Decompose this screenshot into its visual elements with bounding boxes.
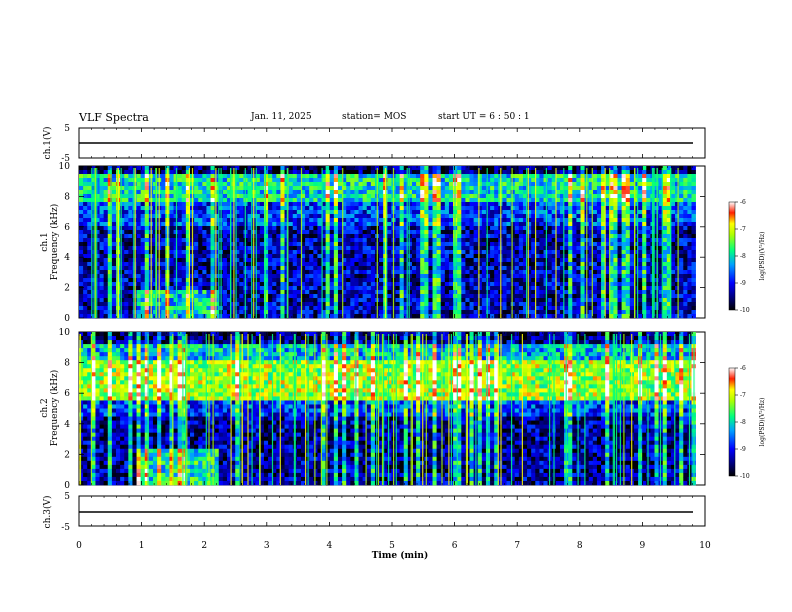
ch1-ytick-top: 5 [64, 124, 70, 134]
x-tick-label: 0 [76, 541, 82, 551]
x-tick-label: 1 [139, 541, 145, 551]
date-label: Jan. 11, 2025 [251, 112, 312, 122]
ch2-colorbar: -6 -7 -8 -9 -10 log(PSD)(V²/Hz) [728, 365, 766, 480]
ch1-colorbar: -6 -7 -8 -9 -10 log(PSD)(V²/Hz) [728, 199, 766, 314]
freq-tick-label: 2 [64, 284, 70, 294]
freq-tick-label: 10 [59, 162, 71, 172]
ch1-waveform-panel: 5 -5 ch.1(V) [42, 124, 706, 164]
x-tick-label: 4 [327, 541, 333, 551]
x-tick-label: 8 [577, 541, 583, 551]
ch1-ylabel-channel: ch.1 [40, 232, 50, 251]
colorbar-tick-label: -10 [740, 307, 750, 314]
colorbar-tick-label: -6 [740, 199, 746, 206]
ch1-spectrogram-panel: 0 2 4 6 8 10 ch.1 Frequency (kHz) [40, 162, 706, 324]
x-tick-label: 10 [699, 541, 711, 551]
figure-title: VLF Spectra [79, 111, 149, 124]
freq-tick-label: 8 [64, 192, 70, 202]
ch1-spectrogram-heatmap [79, 166, 696, 319]
colorbar-tick-label: -7 [740, 392, 746, 399]
ch3-ytick-bottom: -5 [61, 523, 70, 533]
colorbar-tick-label: -9 [740, 280, 746, 287]
colorbar-tick-label: -7 [740, 226, 746, 233]
freq-tick-label: 8 [64, 359, 70, 369]
x-tick-label: 6 [452, 541, 458, 551]
x-tick-label: 5 [389, 541, 395, 551]
colorbar-tick-label: -9 [740, 446, 746, 453]
ch3-ylabel: ch.3(V) [42, 496, 53, 529]
freq-tick-label: 4 [64, 420, 70, 430]
ch2-colorbar-label: log(PSD)(V²/Hz) [759, 398, 766, 447]
ch1-ytick-bottom: -5 [61, 154, 70, 164]
ch2-ylabel-frequency: Frequency (kHz) [49, 370, 60, 447]
freq-tick-label: 6 [64, 223, 70, 233]
x-axis-label: Time (min) [372, 550, 429, 561]
freq-tick-label: 0 [64, 314, 70, 324]
freq-tick-label: 10 [59, 328, 71, 338]
ch2-spectrogram-heatmap [79, 332, 696, 486]
ch3-ytick-top: 5 [64, 492, 70, 502]
ch2-spectrogram-panel: 0 2 4 6 8 10 ch.2 Frequency (kHz) [40, 328, 706, 491]
freq-tick-label: 2 [64, 450, 70, 460]
start-ut-label: start UT = 6 : 50 : 1 [438, 112, 530, 122]
colorbar-tick-label: -10 [740, 473, 750, 480]
ch1-ylabel: ch.1(V) [42, 127, 53, 160]
freq-tick-label: 4 [64, 253, 70, 263]
station-label: station= MOS [342, 112, 407, 122]
x-tick-label: 7 [514, 541, 520, 551]
colorbar-tick-label: -8 [740, 253, 746, 260]
colorbar-tick-label: -6 [740, 365, 746, 372]
colorbar-tick-label: -8 [740, 419, 746, 426]
x-tick-label: 9 [640, 541, 646, 551]
ch2-ylabel-channel: ch.2 [40, 398, 50, 417]
freq-tick-label: 6 [64, 389, 70, 399]
ch1-colorbar-label: log(PSD)(V²/Hz) [759, 232, 766, 281]
x-tick-label: 3 [264, 541, 270, 551]
freq-tick-label: 0 [64, 481, 70, 491]
ch1-ylabel-frequency: Frequency (kHz) [49, 204, 60, 281]
x-tick-label: 2 [201, 541, 207, 551]
